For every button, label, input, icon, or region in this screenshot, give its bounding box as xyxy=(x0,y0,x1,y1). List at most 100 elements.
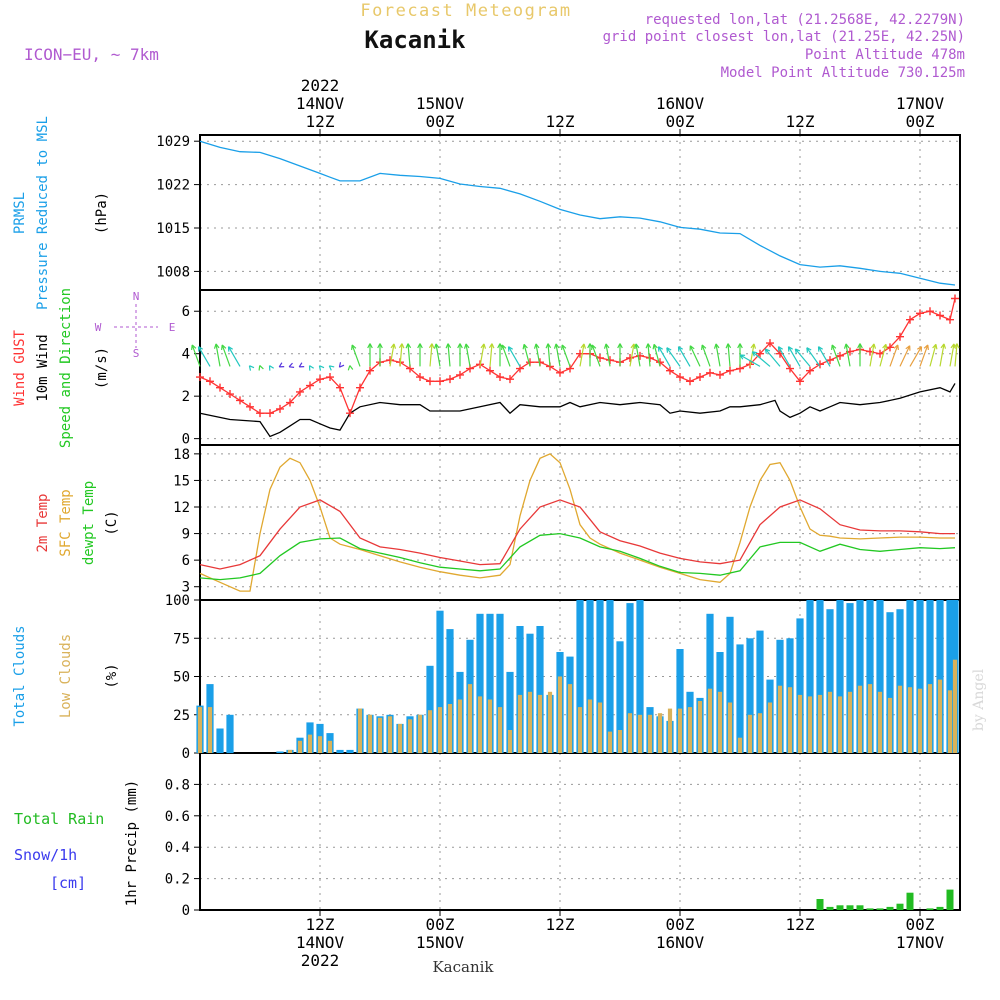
cloud-low-bar xyxy=(357,708,363,753)
wind-direction-arrow xyxy=(479,343,487,367)
wind-direction-arrow xyxy=(909,346,923,367)
cloud-total-bar xyxy=(506,671,514,753)
cloud-low-bar xyxy=(907,687,913,753)
wind-gust-marker xyxy=(706,368,714,377)
cloud-low-bar xyxy=(537,694,543,753)
pressure-line xyxy=(199,140,956,286)
time-label-top: 14NOV xyxy=(296,94,345,113)
wind-direction-arrow xyxy=(367,343,373,367)
cloud-total-bar xyxy=(346,749,354,753)
wind-direction-arrow xyxy=(777,346,791,367)
wind-gust-marker xyxy=(306,381,314,390)
compass-east: E xyxy=(169,321,176,334)
wind-gust-marker xyxy=(216,383,224,392)
cloud-total-bar xyxy=(816,600,824,753)
cloud-low-bar xyxy=(857,685,863,753)
cloud-total-bar xyxy=(606,600,614,753)
precip-rain-bar xyxy=(876,908,884,910)
y-tick-label: 6 xyxy=(182,553,190,569)
time-label-bottom: 12Z xyxy=(306,915,335,934)
compass-west: W xyxy=(95,321,102,334)
wind-gust-marker xyxy=(266,409,274,418)
wind-gust-marker xyxy=(726,366,734,375)
cloud-low-bar xyxy=(307,734,313,753)
y-tick-label: 1008 xyxy=(156,264,190,280)
time-label-bottom: 17NOV xyxy=(896,933,945,952)
cloud-low-bar xyxy=(917,688,923,753)
time-label-bottom: 2022 xyxy=(301,951,340,970)
wind-direction-arrow xyxy=(191,344,201,367)
wind-direction-arrow xyxy=(919,344,929,367)
wind-gust-marker xyxy=(936,311,944,320)
time-label-bottom: 00Z xyxy=(666,915,695,934)
wind-gust-marker xyxy=(486,366,494,375)
cloud-low-bar xyxy=(417,714,423,754)
compass-south: S xyxy=(133,347,140,360)
cloud-low-bar xyxy=(387,716,393,753)
cloud-low-bar xyxy=(367,714,373,754)
time-label-top: 12Z xyxy=(306,112,335,131)
y-tick-label: 25 xyxy=(173,708,190,724)
time-label-bottom: 15NOV xyxy=(416,933,465,952)
temp-label-dewpt: dewpt Temp xyxy=(81,481,97,565)
grid-point-coords: grid point closest lon,lat (21.25E, 42.2… xyxy=(603,29,965,45)
wind-gust-marker xyxy=(951,294,959,303)
wind-label-direction: Speed and Direction xyxy=(58,288,74,448)
cloud-low-bar xyxy=(757,713,763,753)
precip-rain-bar xyxy=(886,906,894,910)
temp-label-2m: 2m Temp xyxy=(35,493,51,552)
cloud-low-bar xyxy=(887,697,893,753)
wind-direction-arrow xyxy=(377,343,383,367)
cloud-total-bar xyxy=(496,613,504,753)
cloud-low-bar xyxy=(557,676,563,753)
time-label-bottom: 00Z xyxy=(426,915,455,934)
wind-gust-marker xyxy=(436,377,444,386)
wind-gust-marker xyxy=(556,368,564,377)
wind-direction-arrow xyxy=(338,362,345,368)
cloud-low-bar xyxy=(317,736,323,753)
wind-gust-marker xyxy=(926,307,934,316)
wind-direction-arrow xyxy=(749,343,757,367)
wind-direction-arrow xyxy=(689,345,701,367)
wind-direction-arrow xyxy=(328,365,335,371)
cloud-total-bar xyxy=(446,629,454,753)
wind-gust-marker xyxy=(196,373,204,382)
wind-direction-arrow xyxy=(248,365,255,371)
wind-direction-arrow xyxy=(398,343,405,367)
wind-gust-marker xyxy=(696,373,704,382)
wind-gust-marker xyxy=(946,315,954,324)
wind-gust-marker xyxy=(816,360,824,369)
time-label-bottom: 14NOV xyxy=(296,933,345,952)
time-label-top: 00Z xyxy=(426,112,455,131)
time-label-bottom: 12Z xyxy=(786,915,815,934)
cloud-low-bar xyxy=(877,691,883,753)
cloud-total-bar xyxy=(516,626,524,753)
cloud-low-bar xyxy=(867,684,873,753)
time-label-top: 12Z xyxy=(786,112,815,131)
cloud-total-bar xyxy=(826,609,834,753)
cloud-low-bar xyxy=(657,713,663,753)
wind-gust-marker xyxy=(826,356,834,365)
temp-unit: (C) xyxy=(104,510,120,535)
wind-gust-marker xyxy=(446,375,454,384)
cloud-low-bar xyxy=(587,699,593,753)
cloud-total-bar xyxy=(726,616,734,753)
pressure-unit: (hPa) xyxy=(94,192,110,234)
wind-gust-marker xyxy=(256,409,264,418)
time-label-top: 00Z xyxy=(906,112,935,131)
wind-direction-arrow xyxy=(794,348,811,367)
cloud-low-bar xyxy=(787,687,793,753)
cloud-low-bar xyxy=(937,679,943,753)
precip-label-snow: Snow/1h xyxy=(14,846,77,864)
wind-gust-marker xyxy=(766,339,774,348)
cloud-low-bar xyxy=(687,707,693,753)
cloud-total-bar xyxy=(486,613,494,753)
cloud-low-bar xyxy=(737,737,743,753)
wind-direction-arrow xyxy=(645,343,652,367)
cloud-low-bar xyxy=(617,730,623,753)
cloud-total-bar xyxy=(626,603,634,753)
temp-2m-line xyxy=(199,499,955,570)
wind-direction-arrow xyxy=(428,343,435,367)
precip-rain-bar xyxy=(846,905,854,910)
y-tick-label: 0.6 xyxy=(165,809,190,825)
